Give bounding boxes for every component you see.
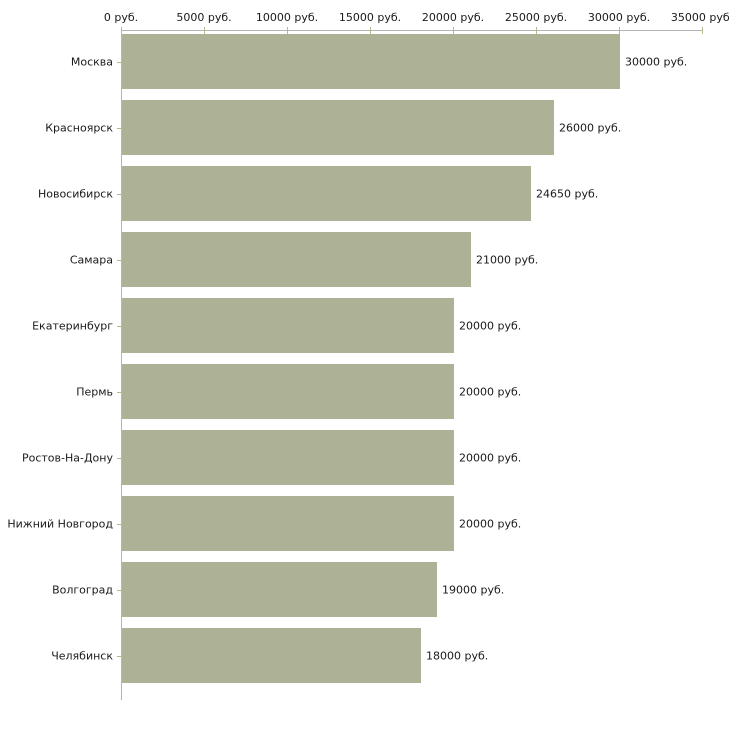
- x-tick-label: 15000 руб.: [338, 11, 402, 24]
- y-tick-mark: [117, 326, 121, 327]
- x-tick-label: 20000 руб.: [421, 11, 485, 24]
- y-category-label: Самара: [69, 253, 113, 267]
- x-axis-line: [121, 30, 702, 31]
- y-tick-mark: [117, 656, 121, 657]
- bar-value-label: 19000 руб.: [442, 583, 505, 597]
- bar-value-label: 21000 руб.: [476, 253, 539, 267]
- y-category-label: Ростов-На-Дону: [21, 451, 113, 465]
- bar-value-label: 20000 руб.: [459, 451, 522, 465]
- y-category-label: Нижний Новгород: [7, 517, 113, 531]
- x-tick-label: 10000 руб.: [255, 11, 319, 24]
- y-tick-mark: [117, 392, 121, 393]
- bar-value-label: 26000 руб.: [559, 121, 622, 135]
- x-tick-mark: [453, 27, 454, 34]
- x-tick-label: 0 руб.: [103, 11, 139, 24]
- y-tick-mark: [117, 458, 121, 459]
- y-category-label: Пермь: [76, 385, 113, 399]
- x-tick-mark: [287, 27, 288, 34]
- y-axis-line: [121, 30, 122, 700]
- y-tick-mark: [117, 128, 121, 129]
- x-tick-label: 5000 руб.: [176, 11, 232, 24]
- bar[interactable]: [122, 34, 620, 89]
- y-category-label: Екатеринбург: [32, 319, 113, 333]
- x-tick-mark: [536, 27, 537, 34]
- y-tick-mark: [117, 260, 121, 261]
- x-tick-mark: [204, 27, 205, 34]
- y-category-label: Красноярск: [45, 121, 113, 135]
- bar[interactable]: [122, 100, 554, 155]
- y-category-label: Новосибирск: [37, 187, 113, 201]
- bar[interactable]: [122, 496, 454, 551]
- bar[interactable]: [122, 232, 471, 287]
- y-tick-mark: [117, 590, 121, 591]
- y-tick-mark: [117, 524, 121, 525]
- bar[interactable]: [122, 364, 454, 419]
- x-tick-mark: [619, 27, 620, 34]
- y-category-label: Челябинск: [51, 649, 113, 663]
- bar-value-label: 20000 руб.: [459, 385, 522, 399]
- x-tick-label: 25000 руб.: [504, 11, 568, 24]
- bar-value-label: 20000 руб.: [459, 517, 522, 531]
- x-tick-mark: [121, 27, 122, 34]
- bar-value-label: 30000 руб.: [625, 55, 688, 69]
- x-tick-label: 30000 руб.: [587, 11, 651, 24]
- x-tick-mark: [702, 27, 703, 34]
- bar[interactable]: [122, 166, 531, 221]
- bar[interactable]: [122, 562, 437, 617]
- bar-value-label: 20000 руб.: [459, 319, 522, 333]
- bar-value-label: 18000 руб.: [426, 649, 489, 663]
- y-tick-mark: [117, 194, 121, 195]
- y-tick-mark: [117, 62, 121, 63]
- x-tick-mark: [370, 27, 371, 34]
- bar[interactable]: [122, 628, 421, 683]
- y-category-label: Москва: [70, 55, 113, 69]
- x-tick-label: 35000 руб.: [670, 11, 730, 24]
- bar[interactable]: [122, 430, 454, 485]
- bar[interactable]: [122, 298, 454, 353]
- y-category-label: Волгоград: [52, 583, 113, 597]
- bar-value-label: 24650 руб.: [536, 187, 599, 201]
